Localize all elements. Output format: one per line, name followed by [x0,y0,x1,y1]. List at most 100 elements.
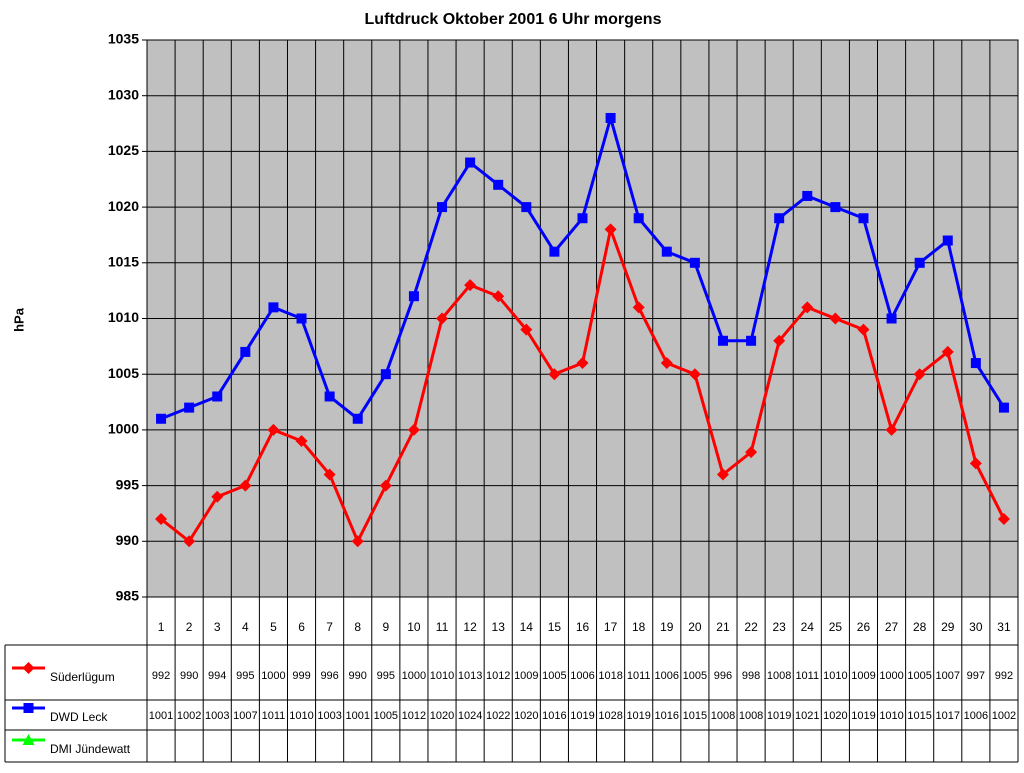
data-point [323,468,336,481]
data-point [858,213,869,224]
data-point [183,535,196,548]
table-value: 1006 [570,670,594,682]
table-value: 995 [236,670,254,682]
table-value: 1001 [149,710,173,722]
data-point [407,423,420,436]
table-value: 1015 [683,710,707,722]
data-point [969,457,982,470]
data-point [688,368,701,381]
y-tick-label: 1020 [108,198,139,214]
x-tick-label: 22 [744,620,758,634]
x-tick-label: 26 [857,620,871,634]
table-value: 1005 [907,670,931,682]
data-point [689,257,700,268]
data-point [239,479,252,492]
y-tick-label: 1010 [108,309,139,325]
x-tick-label: 12 [463,620,477,634]
data-point [661,246,672,257]
data-point [577,213,588,224]
data-point [885,423,898,436]
data-point [324,391,335,402]
chart-title: Luftdruck Oktober 2001 6 Uhr morgens [365,11,662,28]
table-value: 1002 [177,710,201,722]
y-tick-label: 1025 [108,142,139,158]
x-tick-label: 2 [186,620,193,634]
table-value: 1010 [430,670,454,682]
data-point [155,513,168,526]
data-point [633,213,644,224]
table-value: 1000 [402,670,426,682]
data-point [295,435,308,448]
y-tick-label: 1035 [108,31,139,47]
data-point [913,368,926,381]
data-point [774,213,785,224]
data-point [942,235,953,246]
table-value: 1003 [317,710,341,722]
table-value: 1011 [795,670,819,682]
table-value: 1019 [626,710,650,722]
table-value: 1010 [823,670,847,682]
x-tick-label: 4 [242,620,249,634]
data-point [240,346,251,357]
table-value: 1020 [514,710,538,722]
data-point [492,290,505,303]
x-tick-label: 6 [298,620,305,634]
table-value: 1007 [233,710,257,722]
legend-label: DMI Jündewatt [50,742,131,756]
data-point [184,402,195,413]
data-point [886,313,897,324]
data-point [267,423,280,436]
data-point [351,535,364,548]
table-value: 1013 [458,670,482,682]
data-point [521,202,532,213]
data-point [549,246,560,257]
x-tick-label: 30 [969,620,983,634]
table-value: 1018 [598,670,622,682]
table-value: 1005 [542,670,566,682]
data-point [437,202,448,213]
data-point [379,479,392,492]
table-value: 1017 [936,710,960,722]
table-value: 992 [995,670,1013,682]
table-value: 1024 [458,710,482,722]
data-point [997,513,1010,526]
table-value: 1003 [205,710,229,722]
table-value: 1016 [542,710,566,722]
y-tick-label: 995 [116,476,140,492]
legend-label: DWD Leck [50,710,108,724]
table-value: 997 [967,670,985,682]
x-tick-label: 14 [520,620,534,634]
table-value: 1020 [823,710,847,722]
data-point [970,358,981,369]
data-point [830,202,841,213]
x-tick-label: 19 [660,620,674,634]
data-point [745,446,758,459]
data-point [632,301,645,314]
x-tick-label: 29 [941,620,955,634]
x-tick-label: 9 [382,620,389,634]
table-value: 990 [180,670,198,682]
x-tick-label: 28 [913,620,927,634]
data-point [436,312,449,325]
table-value: 1019 [570,710,594,722]
table-value: 1008 [767,670,791,682]
x-tick-label: 27 [885,620,899,634]
data-point [296,313,307,324]
data-point [465,157,476,168]
table-value: 1012 [486,670,510,682]
table-value: 990 [349,670,367,682]
data-point [746,335,757,346]
y-tick-label: 990 [116,532,140,548]
x-tick-label: 24 [801,620,815,634]
data-point [268,302,279,313]
data-point [211,490,224,503]
table-value: 1005 [374,710,398,722]
x-tick-label: 21 [716,620,730,634]
y-tick-label: 1005 [108,365,139,381]
table-value: 1005 [683,670,707,682]
x-tick-label: 7 [326,620,333,634]
data-point [352,413,363,424]
table-value: 1001 [345,710,369,722]
table-value: 1022 [486,710,510,722]
